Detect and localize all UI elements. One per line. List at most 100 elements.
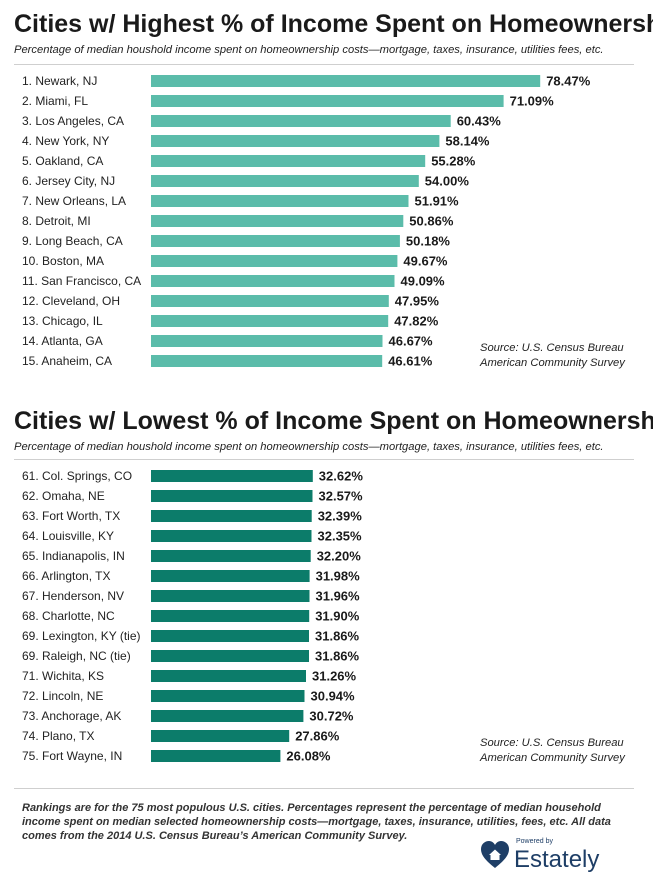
footnote: Rankings are for the 75 most populous U.… <box>22 801 632 843</box>
bar <box>151 75 541 87</box>
bar <box>151 670 306 682</box>
bar <box>151 690 305 702</box>
source-line: Source: U.S. Census Bureau <box>480 342 624 354</box>
chart-title-lowest: Cities w/ Lowest % of Income Spent on Ho… <box>14 407 653 435</box>
source-note-lowest: Source: U.S. Census Bureau American Comm… <box>480 736 625 766</box>
house-heart-icon <box>481 841 509 868</box>
bar <box>151 590 310 602</box>
bar <box>151 355 383 367</box>
divider <box>14 788 634 789</box>
category-label: 9. Long Beach, CA <box>22 234 123 248</box>
bar <box>151 275 395 287</box>
category-label: 68. Charlotte, NC <box>22 609 115 623</box>
bar <box>151 490 313 502</box>
category-label: 72. Lincoln, NE <box>22 689 103 703</box>
footnote-line: comes from the 2014 U.S. Census Bureau’s… <box>22 830 408 842</box>
category-label: 71. Wichita, KS <box>22 669 104 683</box>
bar <box>151 235 400 247</box>
value-label: 46.67% <box>389 334 434 349</box>
value-label: 32.57% <box>319 489 364 504</box>
source-line: American Community Survey <box>480 752 625 764</box>
value-label: 32.39% <box>318 509 363 524</box>
bar <box>151 115 451 127</box>
category-label: 2. Miami, FL <box>22 94 88 108</box>
value-label: 78.47% <box>546 74 591 89</box>
footnote-line: income spent on median selected homeowne… <box>22 816 611 828</box>
chart-subtitle-highest: Percentage of median houshold income spe… <box>14 44 604 56</box>
value-label: 50.18% <box>406 234 451 249</box>
value-label: 26.08% <box>286 749 331 764</box>
source-line: American Community Survey <box>480 357 625 369</box>
value-label: 32.35% <box>318 529 363 544</box>
bar <box>151 570 310 582</box>
bar <box>151 195 409 207</box>
bar <box>151 155 426 167</box>
value-label: 31.90% <box>315 609 360 624</box>
category-label: 14. Atlanta, GA <box>22 334 103 348</box>
category-label: 1. Newark, NJ <box>22 74 97 88</box>
value-label: 31.98% <box>316 569 361 584</box>
category-label: 4. New York, NY <box>22 134 109 148</box>
category-label: 67. Henderson, NV <box>22 589 124 603</box>
category-label: 3. Los Angeles, CA <box>22 114 124 128</box>
value-label: 31.86% <box>315 629 360 644</box>
bar <box>151 315 389 327</box>
value-label: 49.67% <box>403 254 448 269</box>
bar <box>151 750 281 762</box>
bar <box>151 135 440 147</box>
value-label: 46.61% <box>388 354 433 369</box>
value-label: 47.82% <box>394 314 439 329</box>
bar <box>151 710 304 722</box>
bar-chart-highest: 1. Newark, NJ 78.47% 2. Miami, FL 71.09% 3. … <box>22 74 591 369</box>
bar <box>151 255 398 267</box>
footnote-line: Rankings are for the 75 most populous U.… <box>22 802 601 814</box>
chart-subtitle-lowest: Percentage of median houshold income spe… <box>14 441 604 453</box>
bar <box>151 630 309 642</box>
category-label: 65. Indianapolis, IN <box>22 549 125 563</box>
value-label: 31.86% <box>315 649 360 664</box>
category-label: 66. Arlington, TX <box>22 569 111 583</box>
value-label: 30.94% <box>311 689 356 704</box>
category-label: 64. Louisville, KY <box>22 529 114 543</box>
category-label: 7. New Orleans, LA <box>22 194 126 208</box>
category-label: 73. Anchorage, AK <box>22 709 121 723</box>
category-label: 69. Lexington, KY (tie) <box>22 629 141 643</box>
value-label: 71.09% <box>510 94 555 109</box>
category-label: 12. Cleveland, OH <box>22 294 120 308</box>
value-label: 31.96% <box>316 589 361 604</box>
bar <box>151 510 312 522</box>
source-line: Source: U.S. Census Bureau <box>480 737 624 749</box>
category-label: 8. Detroit, MI <box>22 214 91 228</box>
bar <box>151 175 419 187</box>
value-label: 27.86% <box>295 729 340 744</box>
category-label: 69. Raleigh, NC (tie) <box>22 649 131 663</box>
bar <box>151 650 309 662</box>
value-label: 55.28% <box>431 154 476 169</box>
source-note-highest: Source: U.S. Census Bureau American Comm… <box>480 341 625 371</box>
bar <box>151 335 383 347</box>
powered-by-label: Powered by <box>516 838 553 845</box>
bar <box>151 215 404 227</box>
category-label: 15. Anaheim, CA <box>22 354 112 368</box>
category-label: 11. San Francisco, CA <box>22 274 141 288</box>
divider <box>14 459 634 460</box>
bar <box>151 470 313 482</box>
category-label: 74. Plano, TX <box>22 729 95 743</box>
brand-name: Estately <box>514 846 600 873</box>
bar-chart-lowest: 61. Col. Springs, CO 32.62% 62. Omaha, NE 3… <box>22 469 364 764</box>
value-label: 47.95% <box>395 294 440 309</box>
bar <box>151 550 311 562</box>
bar <box>151 95 504 107</box>
value-label: 31.26% <box>312 669 357 684</box>
divider <box>14 64 634 65</box>
category-label: 62. Omaha, NE <box>22 489 105 503</box>
value-label: 58.14% <box>445 134 490 149</box>
chart-title-highest: Cities w/ Highest % of Income Spent on H… <box>14 10 653 38</box>
category-label: 61. Col. Springs, CO <box>22 469 132 483</box>
value-label: 54.00% <box>425 174 470 189</box>
bar <box>151 530 312 542</box>
category-label: 5. Oakland, CA <box>22 154 103 168</box>
value-label: 60.43% <box>457 114 502 129</box>
bar <box>151 610 310 622</box>
value-label: 32.62% <box>319 469 364 484</box>
